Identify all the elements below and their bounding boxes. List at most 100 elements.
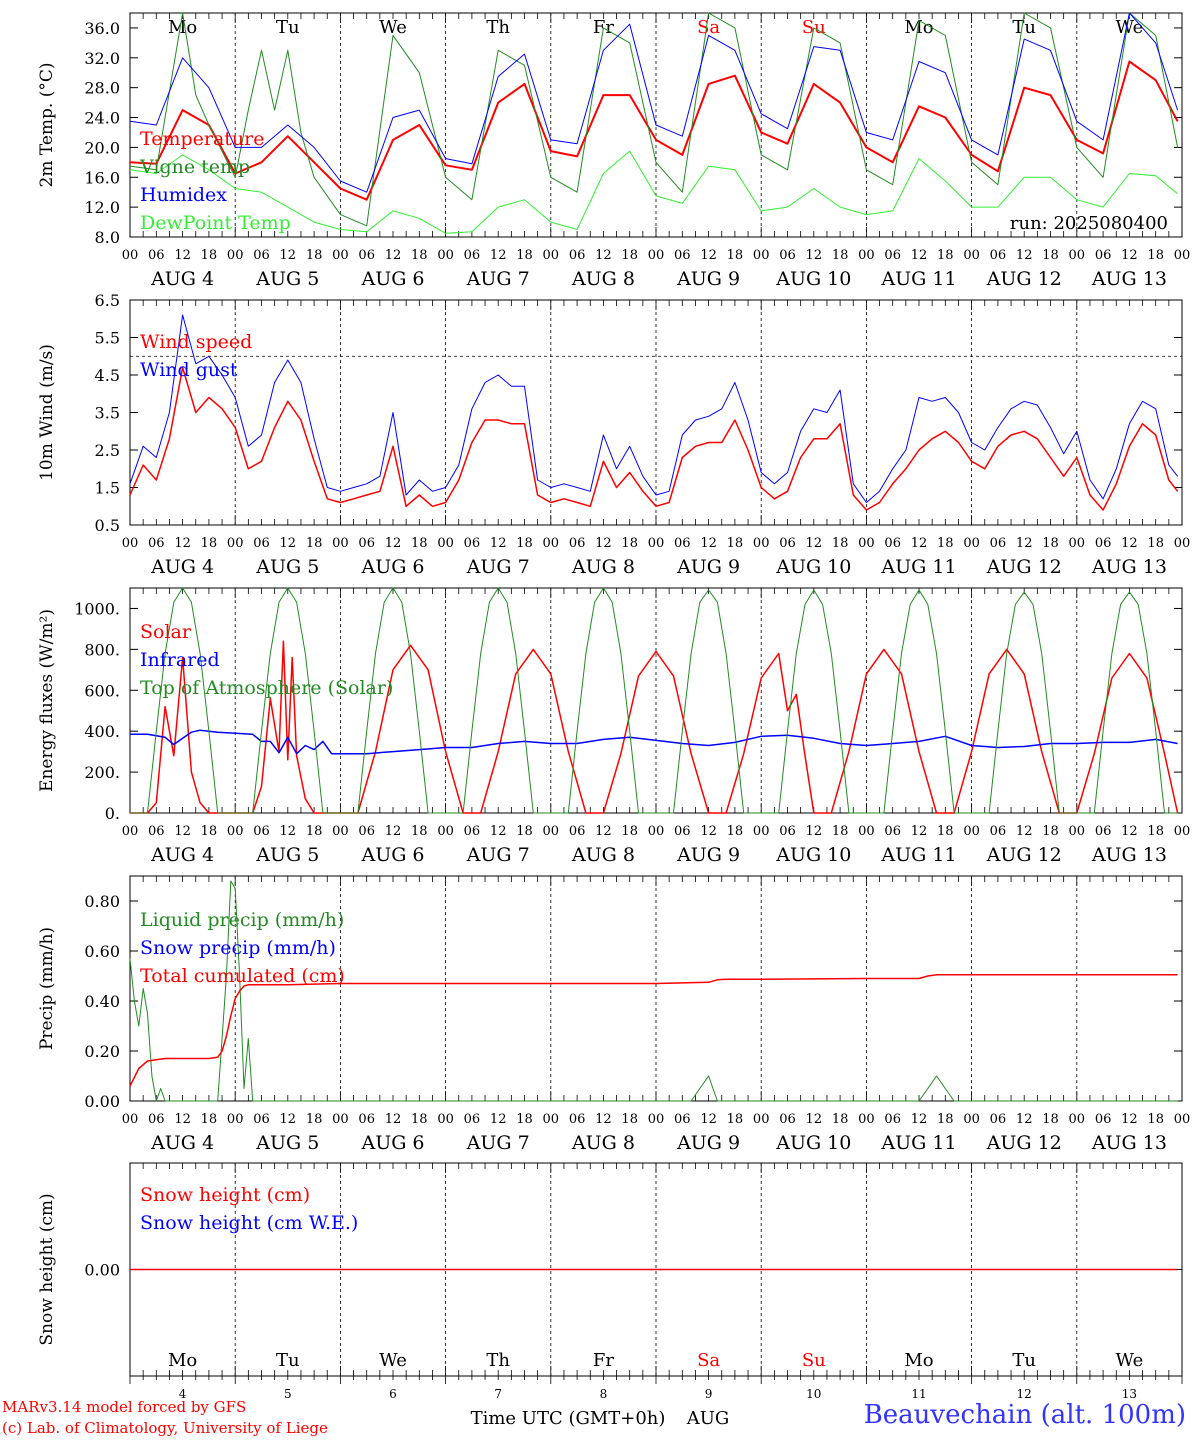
wind-day-label: AUG 12	[986, 556, 1062, 578]
wind-hour-label: 00	[753, 536, 770, 551]
wind-y-axis-label: 10m Wind (m/s)	[37, 344, 57, 481]
precip-hour-label: 18	[832, 1112, 849, 1127]
precip-hour-label: 06	[884, 1112, 901, 1127]
precip-hour-label: 18	[727, 1112, 744, 1127]
precip-series-line	[129, 974, 1178, 1087]
wind-hour-label: 00	[648, 536, 665, 551]
precip-hour-label: 18	[201, 1112, 218, 1127]
wind-y-tick-label: 1.5	[95, 479, 120, 498]
temperature-weekday-label: Tu	[276, 17, 300, 38]
wind-hour-label: 00	[1069, 536, 1086, 551]
temperature-series-line	[129, 12, 1179, 193]
wind-hour-label: 00	[122, 536, 139, 551]
bottom-weekday-label: Su	[802, 1350, 826, 1371]
x-axis-month: AUG	[686, 1408, 730, 1429]
wind-day-label: AUG 11	[880, 556, 956, 578]
wind-hour-label: 18	[306, 536, 323, 551]
precip-y-tick-label: 0.80	[84, 892, 120, 911]
wind-y-tick-label: 4.5	[95, 366, 120, 385]
temperature-y-tick-label: 32.0	[84, 49, 120, 68]
energy-hour-label: 06	[884, 824, 901, 839]
temperature-series-line	[129, 150, 1178, 234]
temperature-legend-entry: Vigne temp	[139, 156, 250, 178]
precip-hour-label: 12	[1121, 1112, 1138, 1127]
energy-hour-label: 06	[779, 824, 796, 839]
wind-hour-label: 00	[543, 536, 560, 551]
precip-hour-label: 00	[1069, 1112, 1086, 1127]
energy-hour-label: 12	[174, 824, 191, 839]
bottom-weekday-label: Tu	[1012, 1350, 1036, 1371]
wind-y-tick-label: 2.5	[95, 441, 120, 460]
energy-hour-label: 18	[727, 824, 744, 839]
precip-hour-label: 12	[700, 1112, 717, 1127]
wind-hour-label: 18	[411, 536, 428, 551]
energy-hour-label: 12	[280, 824, 297, 839]
energy-y-tick-label: 400.	[84, 722, 120, 741]
temperature-legend-entry: Humidex	[140, 184, 227, 206]
temperature-hour-label: 06	[253, 248, 270, 263]
energy-hour-label: 18	[201, 824, 218, 839]
precip-day-label: AUG 13	[1091, 1132, 1167, 1154]
energy-hour-label: 18	[1147, 824, 1164, 839]
precip-hour-label: 18	[621, 1112, 638, 1127]
temperature-day-label: AUG 9	[676, 268, 740, 290]
snow-legend-entry: Snow height (cm W.E.)	[140, 1212, 358, 1234]
model-credit: MARv3.14 model forced by GFS	[2, 1398, 247, 1416]
wind-y-tick-label: 6.5	[95, 291, 120, 310]
precip-hour-label: 12	[911, 1112, 928, 1127]
wind-hour-label: 12	[1121, 536, 1138, 551]
precip-day-label: AUG 7	[466, 1132, 530, 1154]
energy-day-label: AUG 4	[150, 844, 214, 866]
wind-hour-label: 00	[332, 536, 349, 551]
wind-hour-label: 06	[253, 536, 270, 551]
precip-day-label: AUG 9	[676, 1132, 740, 1154]
energy-hour-label: 06	[990, 824, 1007, 839]
snow-y-axis-label: Snow height (cm)	[37, 1193, 57, 1345]
energy-hour-label: 06	[674, 824, 691, 839]
bottom-day-number: 10	[806, 1387, 821, 1401]
energy-hour-label: 00	[753, 824, 770, 839]
energy-hour-label: 18	[937, 824, 954, 839]
temperature-weekday-label: Sa	[697, 17, 720, 38]
wind-series-line	[129, 314, 1178, 503]
wind-hour-label: 12	[911, 536, 928, 551]
lab-credit: (c) Lab. of Climatology, University of L…	[2, 1419, 328, 1437]
temperature-day-label: AUG 4	[150, 268, 214, 290]
bottom-day-number: 13	[1122, 1387, 1137, 1401]
temperature-day-label: AUG 10	[775, 268, 851, 290]
precip-hour-label: 06	[990, 1112, 1007, 1127]
temperature-hour-label: 00	[753, 248, 770, 263]
precip-hour-label: 00	[753, 1112, 770, 1127]
temperature-legend-entry: Temperature	[140, 128, 264, 150]
precip-day-label: AUG 4	[150, 1132, 214, 1154]
wind-hour-label: 18	[727, 536, 744, 551]
temperature-day-label: AUG 13	[1091, 268, 1167, 290]
precip-y-tick-label: 0.00	[84, 1092, 120, 1111]
bottom-weekday-label: Fr	[593, 1350, 614, 1371]
energy-day-label: AUG 8	[571, 844, 635, 866]
precip-hour-label: 00	[122, 1112, 139, 1127]
wind-hour-label: 12	[1016, 536, 1033, 551]
temperature-y-tick-label: 28.0	[84, 79, 120, 98]
temperature-y-tick-label: 16.0	[84, 168, 120, 187]
wind-hour-label: 06	[569, 536, 586, 551]
temperature-hour-label: 18	[1147, 248, 1164, 263]
precip-hour-label: 06	[674, 1112, 691, 1127]
temperature-hour-label: 18	[727, 248, 744, 263]
wind-hour-label: 12	[385, 536, 402, 551]
bottom-weekday-label: Mo	[168, 1350, 197, 1371]
run-label: run: 2025080400	[1010, 213, 1168, 234]
energy-day-label: AUG 10	[775, 844, 851, 866]
temperature-hour-label: 12	[385, 248, 402, 263]
precip-hour-label: 12	[490, 1112, 507, 1127]
precip-hour-label: 12	[595, 1112, 612, 1127]
temperature-day-label: AUG 6	[360, 268, 424, 290]
wind-frame	[129, 299, 1183, 526]
wind-day-label: AUG 7	[466, 556, 530, 578]
wind-hour-label: 06	[148, 536, 165, 551]
temperature-day-label: AUG 12	[986, 268, 1062, 290]
energy-hour-label: 12	[490, 824, 507, 839]
temperature-hour-label: 18	[937, 248, 954, 263]
precip-hour-label: 00	[1174, 1112, 1191, 1127]
wind-series-line	[129, 366, 1179, 511]
